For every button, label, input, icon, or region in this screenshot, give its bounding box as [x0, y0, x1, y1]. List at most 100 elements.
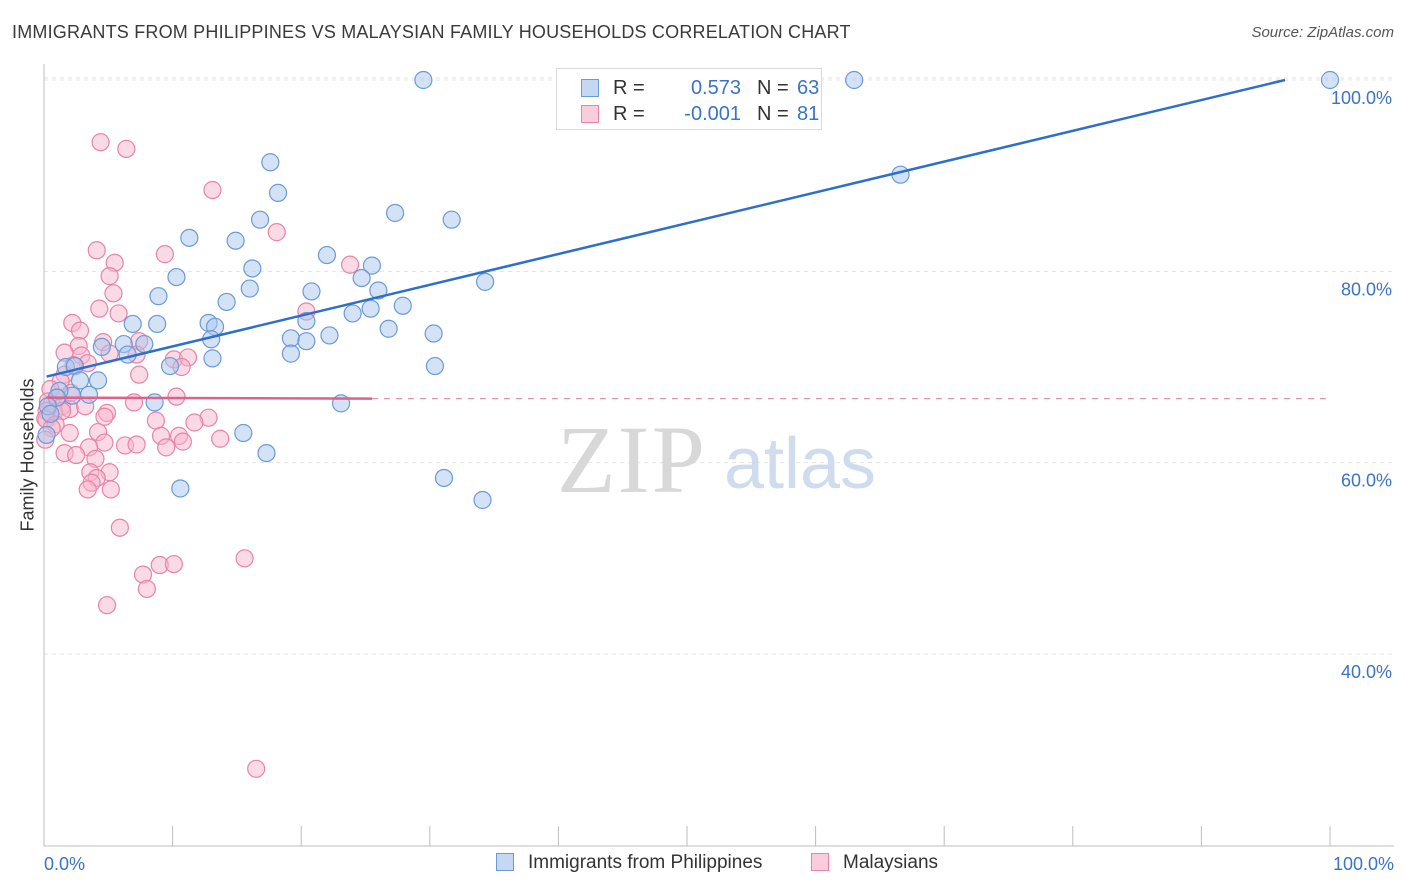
- philippines-point: [217, 292, 236, 312]
- malaysians-point: [110, 518, 129, 537]
- legend-n-label: N =: [757, 103, 789, 125]
- philippines-point: [268, 183, 288, 202]
- philippines-point: [442, 210, 461, 229]
- x-tick-label-end: 100.0%: [1333, 854, 1394, 874]
- philippines-point: [234, 423, 253, 443]
- legend-r-value: -0.001: [684, 103, 741, 125]
- watermark: ZIP atlas: [557, 406, 876, 513]
- philippines-point: [385, 203, 405, 223]
- watermark-atlas: atlas: [724, 424, 876, 504]
- legend-label-philippines: Immigrants from Philippines: [528, 852, 763, 873]
- philippines-point: [37, 425, 56, 445]
- philippines-point: [41, 404, 60, 423]
- philippines-point: [297, 311, 316, 331]
- malaysians-point: [78, 480, 97, 499]
- philippines-point: [434, 468, 454, 488]
- malaysians-point: [235, 549, 254, 568]
- philippines-point: [250, 210, 270, 229]
- malaysians-point: [267, 223, 286, 242]
- philippines-point: [281, 329, 301, 348]
- malaysians-point: [95, 407, 114, 426]
- malaysians-point: [185, 413, 204, 432]
- legend-n-value: 63: [797, 77, 820, 99]
- philippines-point: [425, 356, 445, 376]
- philippines-point: [281, 344, 301, 363]
- malaysians-point: [247, 759, 266, 778]
- philippines-point: [343, 304, 362, 323]
- legend-r-value: 0.573: [690, 77, 741, 99]
- malaysians-point: [340, 255, 360, 274]
- philippines-points: [37, 70, 1340, 510]
- malaysians-point: [164, 554, 183, 574]
- philippines-point: [424, 324, 443, 343]
- philippines-point: [88, 371, 108, 390]
- philippines-point: [180, 228, 199, 247]
- philippines-point: [123, 314, 142, 334]
- philippines-point: [171, 479, 190, 498]
- watermark-zip: ZIP: [557, 406, 707, 513]
- philippines-point: [379, 319, 398, 338]
- legend-swatch-pink: [581, 105, 599, 123]
- philippines-point: [352, 268, 371, 288]
- philippines-point: [414, 70, 433, 90]
- philippines-point: [393, 296, 412, 315]
- y-tick-label: 40.0%: [1341, 662, 1392, 682]
- philippines-point: [297, 332, 316, 351]
- y-tick-label: 100.0%: [1331, 88, 1392, 108]
- malaysians-point: [67, 445, 86, 465]
- malaysians-point: [100, 267, 119, 286]
- philippines-point: [226, 231, 245, 250]
- trend-lines: [46, 78, 1330, 400]
- malaysians-points: [36, 133, 360, 778]
- legend-swatch-blue: [496, 853, 514, 871]
- legend-n-value: 81: [797, 103, 820, 125]
- malaysians-point: [130, 365, 149, 384]
- y-tick-label: 60.0%: [1341, 471, 1392, 491]
- philippines-point: [167, 267, 186, 287]
- malaysians-point: [157, 438, 176, 457]
- tick-labels: 40.0% 60.0% 80.0% 100.0% 0.0% 100.0%: [44, 88, 1394, 874]
- philippines-trend-line: [46, 78, 1286, 378]
- legend-swatch-blue: [581, 79, 599, 97]
- malaysians-point: [167, 387, 186, 406]
- philippines-point: [473, 490, 492, 510]
- philippines-point: [92, 337, 111, 357]
- malaysians-point: [90, 299, 109, 318]
- malaysians-point: [127, 435, 146, 454]
- philippines-point: [261, 153, 280, 172]
- malaysians-point: [146, 411, 165, 430]
- malaysians-trend-line: [46, 396, 372, 400]
- legend-swatch-pink: [811, 853, 829, 871]
- malaysians-point: [91, 133, 110, 152]
- malaysians-point: [117, 139, 136, 158]
- malaysians-point: [104, 284, 123, 303]
- source-credit: Source: ZipAtlas.com: [1251, 24, 1394, 41]
- malaysians-point: [137, 579, 156, 599]
- legend-r-label: R =: [613, 77, 645, 99]
- legend-n-label: N =: [757, 77, 789, 99]
- philippines-point: [203, 349, 222, 368]
- axes: [43, 64, 1394, 847]
- malaysians-point: [97, 596, 117, 615]
- malaysians-point: [124, 393, 144, 412]
- malaysians-point: [211, 429, 230, 448]
- philippines-point: [149, 287, 168, 306]
- philippines-point: [1320, 70, 1340, 90]
- malaysians-point: [109, 304, 128, 323]
- philippines-point: [369, 281, 388, 300]
- malaysians-point: [173, 432, 192, 451]
- philippines-point: [160, 356, 180, 376]
- philippines-point: [475, 272, 495, 291]
- legend-label-malaysians: Malaysians: [843, 852, 939, 873]
- philippines-point: [145, 393, 164, 412]
- philippines-point: [240, 279, 259, 298]
- y-axis-label: Family Households: [17, 378, 38, 532]
- philippines-point: [320, 326, 339, 345]
- malaysians-point: [95, 433, 114, 452]
- philippines-point: [845, 70, 864, 90]
- x-tick-label-start: 0.0%: [44, 854, 85, 874]
- malaysians-point: [70, 321, 90, 340]
- philippines-point: [317, 245, 337, 265]
- philippines-point: [362, 256, 382, 275]
